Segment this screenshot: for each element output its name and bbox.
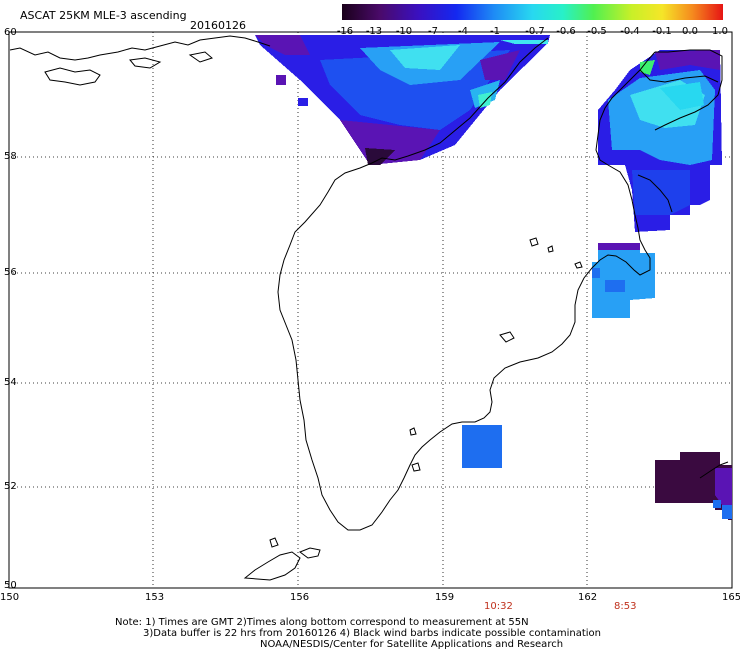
lat-label: 54 [4,377,17,388]
swath-north [255,35,550,165]
pass-time: 8:53 [614,601,637,612]
colorbar-tick: -0.7 [525,26,545,37]
swath-east [598,50,722,232]
colorbar-tick: 1.0 [712,26,728,37]
colorbar-tick: -0.6 [556,26,576,37]
colorbar-tick: -0.5 [587,26,607,37]
lat-label: 56 [4,267,17,278]
pass-time: 10:32 [484,601,513,612]
lon-label: 156 [290,592,310,603]
colorbar-tick: -16 [336,26,354,37]
coastline [9,35,729,581]
lat-label: 58 [4,151,17,162]
colorbar [342,4,723,20]
graticule [9,32,732,588]
colorbar-tick: -1 [490,26,500,37]
lon-label: 150 [0,592,20,603]
swath-southeast [655,452,732,520]
lon-label: 165 [722,592,740,603]
lat-label: 50 [4,580,17,591]
colorbar-gradient [342,4,723,20]
swath-56n [592,243,655,318]
colorbar-tick: -10 [395,26,413,37]
lon-label: 159 [435,592,455,603]
colorbar-tick: -0.1 [652,26,672,37]
colorbar-tick: -0.4 [620,26,640,37]
product-date: 20160126 [190,19,246,32]
footer-note-2: 3)Data buffer is 22 hrs from 20160126 4)… [143,628,601,639]
colorbar-tick: -4 [458,26,468,37]
footer-note-1: Note: 1) Times are GMT 2)Times along bot… [115,617,529,628]
colorbar-tick: 0.0 [682,26,698,37]
lat-label: 52 [4,481,17,492]
lat-label: 60 [4,27,17,38]
product-title: ASCAT 25KM MLE-3 ascending [20,9,187,22]
footer-credit: NOAA/NESDIS/Center for Satellite Applica… [260,639,564,650]
colorbar-tick: -7 [428,26,438,37]
map-frame [8,31,733,589]
lon-label: 153 [145,592,165,603]
colorbar-tick: -13 [365,26,383,37]
lon-label: 162 [578,592,598,603]
swath-patch-53n [462,425,502,468]
